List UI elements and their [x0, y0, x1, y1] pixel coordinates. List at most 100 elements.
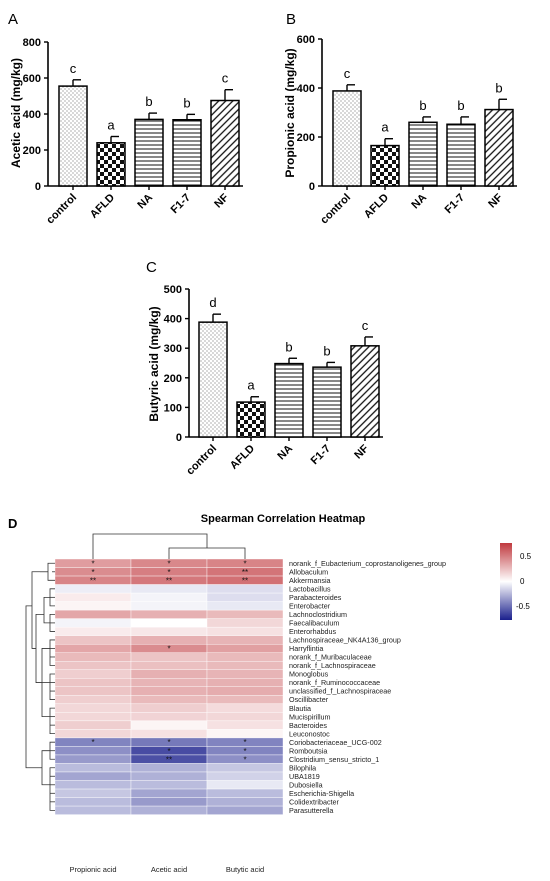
heatmap-row-label: Akkermansia [289, 576, 331, 585]
heatmap-row-label: Colidextribacter [289, 797, 340, 806]
heatmap-cell [206, 584, 284, 594]
heatmap-cell [54, 592, 132, 602]
x-tick-label: NF [352, 442, 371, 461]
heatmap-row-label: Enterorhabdus [289, 627, 337, 636]
significance-star: ** [166, 755, 172, 764]
heatmap-cell [130, 584, 208, 594]
heatmap-title: Spearman Correlation Heatmap [201, 513, 366, 525]
heatmap-cell [130, 695, 208, 705]
y-axis-label: Propionic acid (mg/kg) [283, 48, 297, 177]
x-tick-label: F1-7 [309, 443, 333, 467]
heatmap-cell [54, 609, 132, 619]
heatmap-row-label: norank_f_Eubacterium_coprostanoligenes_g… [289, 559, 446, 568]
bar [370, 144, 400, 187]
heatmap-column-label: Acetic acid [151, 865, 187, 874]
panel-b: B Propionic acid (mg/kg) 0 200 400 600 c cont… [283, 11, 517, 226]
bar [236, 401, 266, 438]
heatmap-cell [54, 678, 132, 688]
heatmap-cell [206, 661, 284, 670]
y-tick-label: 200 [23, 145, 41, 157]
column-dendrogram [92, 533, 208, 559]
significance-star: * [167, 568, 170, 577]
bar [446, 123, 476, 187]
y-tick-label: 200 [164, 373, 182, 385]
significance-star: * [243, 747, 246, 756]
heatmap-cell [206, 686, 284, 696]
legend-tick: -0.5 [516, 602, 530, 611]
heatmap-cell [206, 652, 284, 662]
heatmap-cell [54, 763, 132, 773]
row-dendrogram [49, 767, 55, 811]
heatmap-cell [206, 703, 284, 713]
y-tick-label: 500 [164, 284, 182, 296]
bar-plot-acetic: 0 200 400 600 800 c control a AFLD b NA b F1-7 c NF [23, 37, 243, 226]
heatmap-cell [206, 763, 284, 773]
x-tick-label: NA [135, 192, 155, 212]
heatmap-cell [54, 626, 132, 636]
heatmap-cell [206, 601, 284, 611]
heatmap-column-label: Butytic acid [226, 865, 264, 874]
bar [96, 142, 126, 187]
y-tick-label: 200 [297, 132, 315, 144]
colorbar [500, 543, 512, 620]
heatmap-row-label: UBA1819 [289, 772, 320, 781]
x-tick-label: NF [212, 191, 231, 210]
significance-letter: c [70, 61, 77, 76]
significance-star: * [91, 559, 94, 568]
heatmap-cell [130, 720, 208, 730]
heatmap-row-label: Parabacteroides [289, 593, 342, 602]
x-tick-label: control [318, 192, 353, 227]
heatmap-row-label: Bacteroides [289, 721, 327, 730]
panel-letter: D [8, 516, 17, 531]
significance-star: ** [90, 576, 96, 585]
significance-star: ** [166, 576, 172, 585]
heatmap-row-label: Mucispirillum [289, 712, 331, 721]
significance-star: * [167, 747, 170, 756]
significance-letter: a [247, 378, 255, 393]
bar [312, 366, 342, 438]
y-tick-label: 400 [164, 314, 182, 326]
column-dendrogram [168, 547, 246, 559]
heatmap-row-label: norank_f_Lachnospiraceae [289, 661, 376, 670]
y-tick-label: 0 [176, 432, 182, 444]
y-tick-label: 600 [297, 34, 315, 46]
x-tick-label: F1-7 [443, 192, 467, 216]
heatmap-cell [206, 669, 284, 679]
significance-letter: c [344, 66, 351, 81]
row-dendrogram [41, 750, 50, 786]
heatmap-row-label: Allobaculum [289, 567, 328, 576]
heatmap-cell [206, 780, 284, 790]
bar [58, 85, 88, 187]
heatmap-cell [130, 797, 208, 807]
correlation-heatmap: * * * norank_f_Eubacterium_coprostanoligene… [25, 533, 446, 874]
panel-letter: A [8, 11, 18, 28]
heatmap-cell [130, 601, 208, 611]
heatmap-cell [130, 686, 208, 696]
heatmap-row-label: norank_f_Muribaculaceae [289, 653, 372, 662]
significance-star: * [243, 755, 246, 764]
heatmap-cell [130, 661, 208, 670]
heatmap-cell [54, 805, 132, 815]
heatmap-cell [206, 695, 284, 705]
significance-star: * [91, 568, 94, 577]
heatmap-cell [206, 805, 284, 815]
bar [172, 119, 202, 187]
significance-star: * [243, 738, 246, 747]
heatmap-cell [206, 729, 284, 739]
heatmap-cell [130, 609, 208, 619]
x-tick-label: F1-7 [169, 192, 193, 216]
significance-letter: b [183, 95, 190, 110]
y-tick-label: 800 [23, 37, 41, 49]
significance-letter: b [419, 98, 426, 113]
heatmap-cell [54, 652, 132, 662]
heatmap-cell [54, 618, 132, 628]
heatmap-cell [130, 635, 208, 645]
legend-tick: 0 [520, 577, 525, 586]
heatmap-cell [206, 678, 284, 688]
row-dendrogram [49, 673, 55, 700]
bar [210, 99, 240, 187]
heatmap-cell [54, 601, 132, 611]
heatmap-cell [54, 661, 132, 670]
legend-tick: 0.5 [520, 552, 532, 561]
heatmap-cell [54, 797, 132, 807]
